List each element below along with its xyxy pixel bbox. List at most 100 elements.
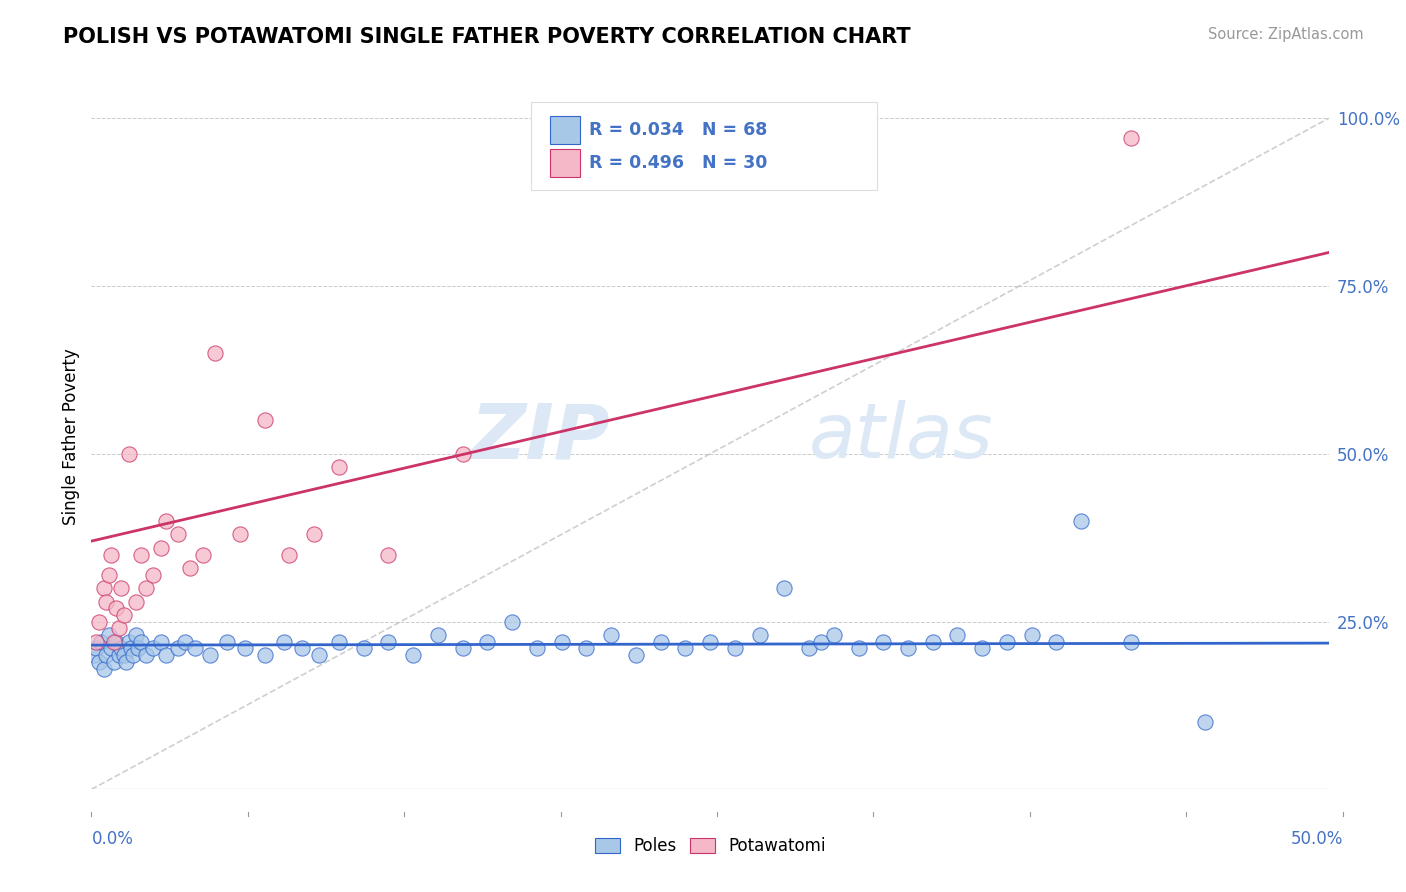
Point: [810, 634, 832, 648]
Point: [328, 460, 350, 475]
Point: [110, 581, 132, 595]
Point: [107, 621, 129, 635]
Point: [575, 641, 598, 656]
Point: [302, 527, 325, 541]
Point: [103, 634, 125, 648]
Point: [93, 662, 115, 676]
FancyBboxPatch shape: [550, 116, 581, 144]
Point: [125, 628, 148, 642]
Point: [848, 641, 870, 656]
Point: [93, 581, 115, 595]
Point: [1070, 514, 1092, 528]
Point: [142, 641, 165, 656]
Point: [426, 628, 449, 642]
Point: [117, 447, 139, 461]
Point: [402, 648, 425, 663]
Point: [217, 634, 239, 648]
Point: [117, 634, 139, 648]
Point: [155, 514, 177, 528]
Point: [550, 634, 572, 648]
Point: [167, 527, 190, 541]
Point: [451, 641, 474, 656]
Point: [96, 594, 118, 608]
Point: [97, 628, 120, 642]
Point: [823, 628, 845, 642]
Point: [112, 607, 135, 622]
Point: [233, 641, 256, 656]
Point: [278, 548, 301, 562]
Point: [353, 641, 375, 656]
Point: [600, 628, 623, 642]
Point: [135, 581, 157, 595]
Text: ZIP: ZIP: [471, 401, 612, 474]
FancyBboxPatch shape: [550, 149, 581, 177]
Point: [105, 601, 128, 615]
Text: 50.0%: 50.0%: [1291, 830, 1343, 847]
Point: [921, 634, 943, 648]
Point: [673, 641, 696, 656]
Point: [308, 648, 330, 663]
Point: [125, 594, 148, 608]
Point: [377, 548, 399, 562]
Point: [129, 634, 152, 648]
Point: [946, 628, 969, 642]
Text: R = 0.034   N = 68: R = 0.034 N = 68: [589, 120, 768, 139]
Text: POLISH VS POTAWATOMI SINGLE FATHER POVERTY CORRELATION CHART: POLISH VS POTAWATOMI SINGLE FATHER POVER…: [63, 27, 911, 46]
Point: [122, 648, 145, 663]
Point: [167, 641, 190, 656]
Point: [1194, 715, 1216, 730]
Point: [112, 648, 135, 663]
Point: [897, 641, 920, 656]
Y-axis label: Single Father Poverty: Single Father Poverty: [62, 349, 80, 525]
Point: [1119, 634, 1142, 648]
Point: [204, 346, 226, 360]
Point: [90, 634, 112, 648]
Point: [100, 548, 122, 562]
Point: [86, 641, 108, 656]
Point: [135, 648, 157, 663]
Point: [198, 648, 221, 663]
Point: [995, 634, 1018, 648]
Point: [797, 641, 820, 656]
Point: [174, 634, 197, 648]
Point: [115, 655, 138, 669]
Point: [273, 634, 295, 648]
Text: 0.0%: 0.0%: [91, 830, 134, 847]
Point: [110, 641, 132, 656]
Point: [86, 634, 108, 648]
Text: atlas: atlas: [808, 401, 994, 474]
Point: [149, 634, 172, 648]
Point: [155, 648, 177, 663]
Point: [96, 648, 118, 663]
Text: Source: ZipAtlas.com: Source: ZipAtlas.com: [1208, 27, 1364, 42]
Point: [1045, 634, 1067, 648]
Point: [291, 641, 314, 656]
Point: [748, 628, 770, 642]
Point: [87, 655, 110, 669]
Point: [724, 641, 747, 656]
Point: [650, 634, 672, 648]
Point: [773, 581, 796, 595]
Point: [105, 634, 128, 648]
Point: [699, 634, 721, 648]
Point: [253, 648, 276, 663]
Point: [129, 548, 152, 562]
Point: [103, 655, 125, 669]
Point: [87, 615, 110, 629]
Point: [477, 634, 499, 648]
Point: [1021, 628, 1043, 642]
Point: [501, 615, 523, 629]
Point: [100, 641, 122, 656]
Text: R = 0.496   N = 30: R = 0.496 N = 30: [589, 154, 768, 172]
Point: [229, 527, 252, 541]
Point: [872, 634, 894, 648]
Point: [179, 561, 201, 575]
Point: [624, 648, 647, 663]
FancyBboxPatch shape: [530, 103, 877, 191]
Point: [328, 634, 350, 648]
Point: [377, 634, 399, 648]
Legend: Poles, Potawatomi: Poles, Potawatomi: [588, 830, 832, 863]
Point: [191, 548, 214, 562]
Point: [127, 641, 149, 656]
Point: [184, 641, 207, 656]
